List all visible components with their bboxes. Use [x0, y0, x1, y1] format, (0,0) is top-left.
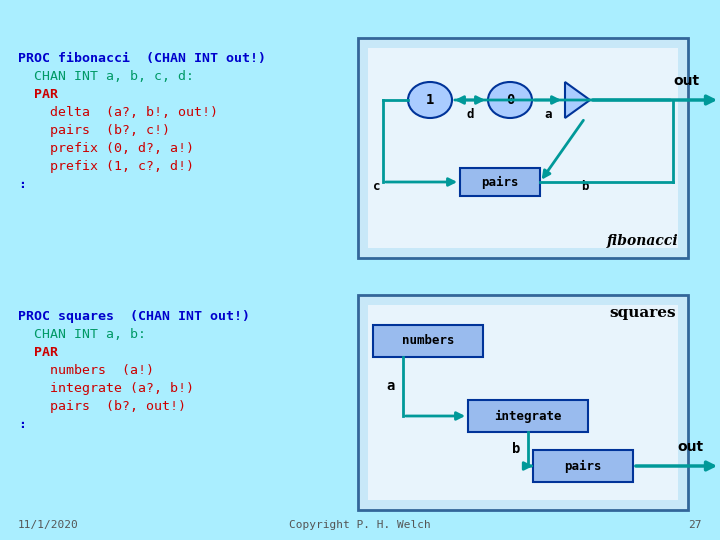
Text: out: out [677, 440, 703, 454]
FancyBboxPatch shape [358, 295, 688, 510]
Text: 1: 1 [426, 93, 434, 107]
Text: numbers: numbers [402, 334, 454, 348]
Text: PROC fibonacci  (CHAN INT out!): PROC fibonacci (CHAN INT out!) [18, 52, 266, 65]
Text: pairs  (b?, c!): pairs (b?, c!) [18, 124, 170, 137]
Text: delta  (a?, b!, out!): delta (a?, b!, out!) [18, 106, 218, 119]
Text: :: : [18, 178, 26, 191]
FancyBboxPatch shape [373, 325, 483, 357]
Ellipse shape [408, 82, 452, 118]
FancyBboxPatch shape [468, 400, 588, 432]
Text: integrate (a?, b!): integrate (a?, b!) [18, 382, 194, 395]
Text: 0: 0 [506, 93, 514, 107]
Text: prefix (0, d?, a!): prefix (0, d?, a!) [18, 142, 194, 155]
FancyBboxPatch shape [368, 305, 678, 500]
Text: pairs  (b?, out!): pairs (b?, out!) [18, 400, 186, 413]
Text: a: a [387, 380, 395, 394]
Text: d: d [467, 108, 474, 121]
Text: numbers  (a!): numbers (a!) [18, 364, 154, 377]
Text: c: c [373, 179, 380, 192]
Text: PROC squares  (CHAN INT out!): PROC squares (CHAN INT out!) [18, 310, 250, 323]
Text: :: : [18, 418, 26, 431]
Text: b: b [581, 179, 589, 192]
Text: prefix (1, c?, d!): prefix (1, c?, d!) [18, 160, 194, 173]
Text: CHAN INT a, b:: CHAN INT a, b: [18, 328, 146, 341]
FancyBboxPatch shape [368, 48, 678, 248]
Text: PAR: PAR [18, 346, 58, 359]
Text: 27: 27 [688, 520, 702, 530]
Text: squares: squares [609, 306, 676, 320]
Ellipse shape [488, 82, 532, 118]
Text: b: b [512, 442, 520, 456]
FancyBboxPatch shape [358, 38, 688, 258]
FancyBboxPatch shape [533, 450, 633, 482]
Text: CHAN INT a, b, c, d:: CHAN INT a, b, c, d: [18, 70, 194, 83]
Text: 11/1/2020: 11/1/2020 [18, 520, 78, 530]
Text: Copyright P. H. Welch: Copyright P. H. Welch [289, 520, 431, 530]
Text: pairs: pairs [564, 460, 602, 472]
Polygon shape [565, 82, 590, 118]
Text: pairs: pairs [481, 176, 518, 188]
Text: PAR: PAR [18, 88, 58, 101]
Text: a: a [545, 108, 552, 121]
FancyBboxPatch shape [460, 168, 540, 196]
Text: integrate: integrate [494, 409, 562, 422]
Text: out: out [674, 74, 700, 88]
Text: fibonacci: fibonacci [606, 234, 678, 248]
